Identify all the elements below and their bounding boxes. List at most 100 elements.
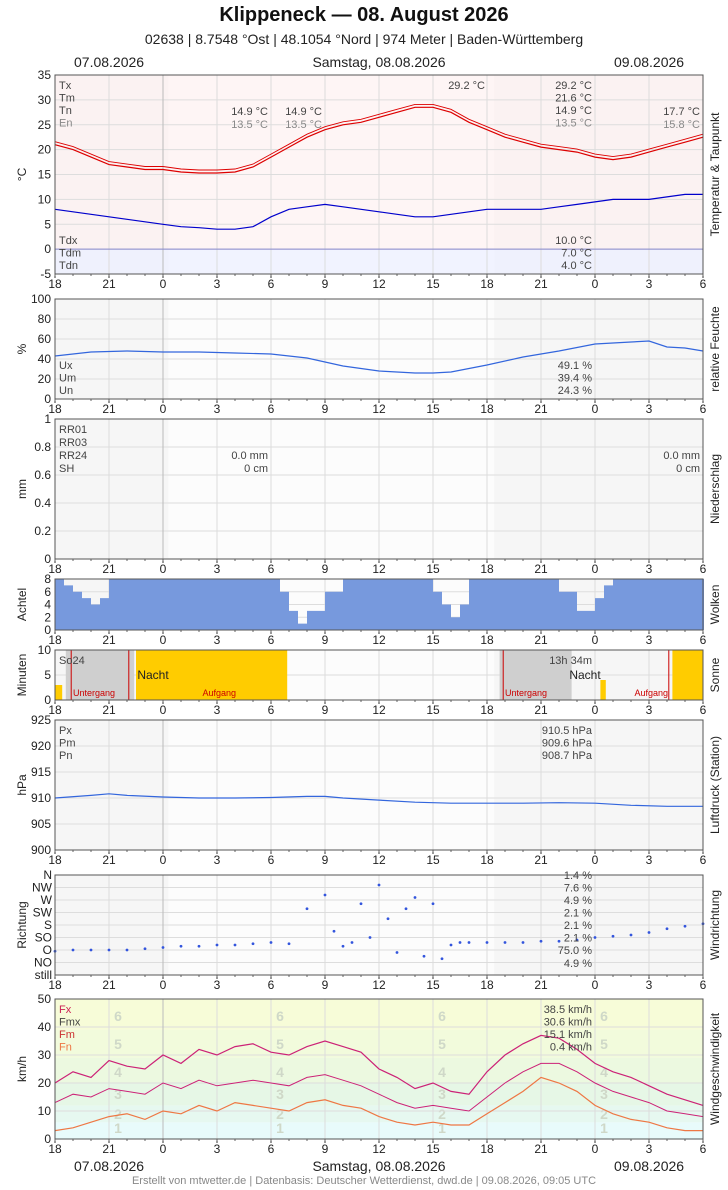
- clouds-xtick-label: 6: [700, 633, 707, 647]
- temperature-xtick-label: 0: [160, 277, 167, 291]
- pressure-xtick-label: 6: [700, 853, 707, 867]
- pressure-xtick-label: 3: [214, 853, 221, 867]
- beaufort-label: 2: [438, 1106, 446, 1122]
- precipitation-xtick-label: 6: [268, 562, 275, 576]
- precipitation-day-band: [168, 419, 495, 559]
- temperature-side-label: Temperatur & Taupunkt: [708, 112, 722, 237]
- wind-direction-point: [431, 902, 435, 906]
- pressure-line: [54, 793, 703, 807]
- cloud-bar: [613, 579, 631, 630]
- precip-right-rr24: 0.0 mm: [663, 450, 700, 462]
- pressure-xtick-label: 9: [322, 853, 329, 867]
- humidity-day-value: 39.4 %: [558, 373, 592, 385]
- pressure-ytick-label: 920: [31, 739, 51, 753]
- humidity-day-band: [168, 299, 495, 399]
- beaufort-label: 4: [276, 1064, 284, 1080]
- temperature-legend-Tm: Tm: [59, 93, 75, 105]
- temperature-xtick-label: 15: [426, 277, 440, 291]
- sunshine-frame: [54, 649, 704, 701]
- cloud-bar: [667, 579, 685, 630]
- temperature-xtick-label: 6: [700, 277, 707, 291]
- temperature-legend-En: En: [59, 118, 72, 130]
- pressure-xtick-label: 12: [372, 853, 386, 867]
- wind-direction-point: [467, 941, 471, 944]
- wind-direction-point: [89, 948, 93, 952]
- wind-direction-point: [611, 934, 615, 938]
- beaufort-label: 3: [438, 1086, 446, 1102]
- wind-direction-point: [269, 941, 273, 944]
- cloud-bar: [73, 591, 82, 630]
- night-band-1: [65, 650, 135, 700]
- wind-day-value: 0.4 km/h: [550, 1042, 592, 1054]
- direction-category-label: N: [43, 868, 52, 882]
- wind-gust-mean-line: [54, 1062, 704, 1118]
- wind_direction-xtick-label: 3: [214, 978, 221, 992]
- beaufort-label: 4: [600, 1064, 608, 1080]
- clouds-ytick-label: 0: [44, 623, 51, 637]
- wind-direction-point: [440, 957, 444, 961]
- date-center-bottom: Samstag, 08.08.2026: [312, 1158, 446, 1174]
- wind_direction-xtick-label: 9: [322, 978, 329, 992]
- sun-bar: [672, 650, 703, 700]
- humidity-xtick-label: 0: [592, 402, 599, 416]
- wind_speed-xtick-label: 6: [268, 1142, 275, 1156]
- wind-day-value: 15.1 km/h: [544, 1029, 592, 1041]
- humidity-ytick-label: 60: [38, 332, 52, 346]
- beaufort-label: 6: [276, 1008, 284, 1024]
- beaufort-label: 5: [600, 1036, 608, 1052]
- clouds-xtick-label: 21: [534, 633, 548, 647]
- cloud-bar: [163, 579, 181, 630]
- humidity-ytick-label: 20: [38, 372, 52, 386]
- wind_direction-xtick-label: 3: [646, 978, 653, 992]
- wind-direction-point: [143, 947, 147, 951]
- temperature-mid2-tn: 14.9 °C: [285, 106, 322, 118]
- cloud-bar: [91, 604, 100, 630]
- wind_speed-xtick-label: 6: [700, 1142, 707, 1156]
- wind-legend-Fn: Fn: [59, 1042, 72, 1054]
- cloud-bar: [505, 579, 523, 630]
- date-left-bottom: 07.08.2026: [74, 1158, 145, 1174]
- wind-direction-point: [449, 943, 453, 947]
- wind-direction-still-share: 4.9 %: [564, 958, 592, 970]
- sunshine-xtick-label: 18: [48, 703, 62, 717]
- clouds-ylabel: Achtel: [15, 588, 29, 621]
- precipitation-ytick-label: 0.2: [34, 524, 51, 538]
- clouds-ytick-label: 2: [44, 610, 51, 624]
- wind-direction-point: [305, 907, 309, 911]
- wind-gust-line: [54, 1034, 704, 1106]
- temperature-day-value: 29.2 °C: [555, 80, 592, 92]
- cloud-bar: [460, 604, 469, 630]
- pressure-xtick-label: 18: [480, 853, 494, 867]
- beaufort-label: 3: [276, 1086, 284, 1102]
- direction-category-label: SW: [33, 906, 53, 920]
- wind-direction-point: [179, 944, 183, 948]
- cloud-bar: [487, 579, 505, 630]
- night-band-2: [499, 650, 572, 700]
- wind-direction-share: 2.1 %: [564, 920, 592, 932]
- clouds-xtick-label: 12: [372, 633, 386, 647]
- humidity-ytick-label: 40: [38, 352, 52, 366]
- cloud-bar: [433, 591, 442, 630]
- pressure-xtick-label: 0: [160, 853, 167, 867]
- wind-legend-Fx: Fx: [59, 1004, 72, 1016]
- sunshine-ytick-label: 10: [38, 643, 52, 657]
- sunrise-label-2: Aufgang: [634, 688, 668, 698]
- pressure-side-label: Luftdruck (Station): [708, 736, 722, 834]
- wind-direction-point: [521, 941, 525, 944]
- cloud-bar: [280, 591, 289, 630]
- pressure-xtick-label: 21: [534, 853, 548, 867]
- humidity-xtick-label: 0: [160, 402, 167, 416]
- temperature-day-value: 21.6 °C: [555, 93, 592, 105]
- precipitation-xtick-label: 6: [700, 562, 707, 576]
- wind_speed-xtick-label: 18: [48, 1142, 62, 1156]
- clouds-xtick-label: 3: [214, 633, 221, 647]
- humidity-xtick-label: 12: [372, 402, 386, 416]
- precipitation-ytick-label: 0: [44, 552, 51, 566]
- humidity-day-value: 49.1 %: [558, 360, 592, 372]
- temperature-mid2-en: 13.5 °C: [285, 119, 322, 131]
- beaufort-label: 6: [600, 1008, 608, 1024]
- beaufort-label: 1: [600, 1120, 608, 1136]
- cloud-bar: [235, 579, 253, 630]
- cloud-bar: [469, 579, 487, 630]
- wind-direction-point: [197, 944, 201, 948]
